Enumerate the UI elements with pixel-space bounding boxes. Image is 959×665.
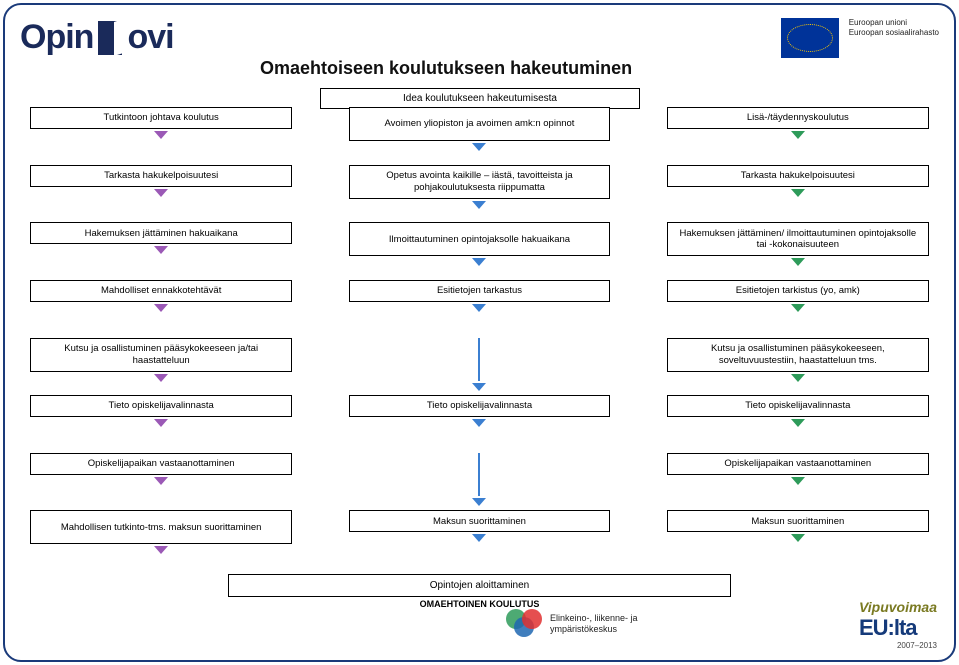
flow-box: Hakemuksen jättäminen/ ilmoittautuminen …	[667, 222, 929, 256]
eu-text: Euroopan unioni Euroopan sosiaalirahasto	[849, 18, 939, 38]
flow-final-box: Opintojen aloittaminen	[228, 574, 731, 597]
eu-logo-block: Euroopan unioni Euroopan sosiaalirahasto	[781, 18, 939, 58]
flow-box: Tieto opiskelijavalinnasta	[30, 395, 292, 417]
flow-cell	[340, 453, 618, 507]
ely-line2: ympäristökeskus	[550, 624, 638, 635]
arrow-down-icon	[154, 131, 168, 139]
arrow-down-icon	[791, 258, 805, 266]
vipu-line2: EU:lta	[859, 615, 937, 641]
vipuvoimaa-logo: Vipuvoimaa EU:lta 2007–2013	[859, 599, 937, 650]
arrow-down-icon	[154, 304, 168, 312]
flow-box: Tieto opiskelijavalinnasta	[349, 395, 611, 417]
arrow-down-icon	[154, 477, 168, 485]
logo-text-1: Opin	[20, 18, 93, 57]
flow-cell: Tieto opiskelijavalinnasta	[340, 395, 618, 449]
flow-box: Opetus avointa kaikille – iästä, tavoitt…	[349, 165, 611, 199]
arrow-down-icon	[154, 419, 168, 427]
arrow-down-icon	[791, 131, 805, 139]
flow-cell: Tutkintoon johtava koulutus	[22, 107, 300, 161]
flow-cell: Tieto opiskelijavalinnasta	[22, 395, 300, 449]
vipu-line3: 2007–2013	[859, 641, 937, 650]
eu-flag-icon	[781, 18, 839, 58]
arrow-tail	[478, 338, 480, 382]
ely-line1: Elinkeino-, liikenne- ja	[550, 613, 638, 624]
arrow-down-icon	[472, 534, 486, 542]
flow-box: Opiskelijapaikan vastaanottaminen	[667, 453, 929, 475]
eu-line2: Euroopan sosiaalirahasto	[849, 28, 939, 38]
flow-cell: Kutsu ja osallistuminen pääsykokeeseen j…	[22, 338, 300, 392]
flow-box: Avoimen yliopiston ja avoimen amk:n opin…	[349, 107, 611, 141]
ely-logo: Elinkeino-, liikenne- ja ympäristökeskus	[506, 609, 638, 639]
logo-text-2: ovi	[127, 18, 173, 57]
arrow-down-icon	[154, 374, 168, 382]
subtitle-box: Idea koulutukseen hakeutumisesta	[320, 88, 640, 109]
arrow-down-icon	[791, 419, 805, 427]
arrow-down-icon	[791, 304, 805, 312]
flow-box: Tieto opiskelijavalinnasta	[667, 395, 929, 417]
flow-box: Kutsu ja osallistuminen pääsykokeeseen, …	[667, 338, 929, 372]
flowchart: Tutkintoon johtava koulutus Avoimen yliop…	[22, 107, 937, 597]
flow-cell: Hakemuksen jättäminen/ ilmoittautuminen …	[659, 222, 937, 276]
flow-cell	[340, 338, 618, 392]
arrow-down-icon	[472, 201, 486, 209]
arrow-down-icon	[791, 189, 805, 197]
arrow-down-icon	[791, 374, 805, 382]
arrow-down-icon	[472, 498, 486, 506]
flow-box: Ilmoittautuminen opintojaksolle hakuaika…	[349, 222, 611, 256]
arrow-down-icon	[472, 383, 486, 391]
arrow-down-icon	[472, 304, 486, 312]
eu-line1: Euroopan unioni	[849, 18, 939, 28]
flow-cell: Avoimen yliopiston ja avoimen amk:n opin…	[340, 107, 618, 161]
opinovi-logo: Opin ovi	[20, 18, 174, 57]
arrow-down-icon	[791, 534, 805, 542]
arrow-down-icon	[154, 189, 168, 197]
flow-cell: Esitietojen tarkistus (yo, amk)	[659, 280, 937, 334]
flow-box: Maksun suorittaminen	[667, 510, 929, 532]
flow-cell: Opiskelijapaikan vastaanottaminen	[659, 453, 937, 507]
flow-cell: Hakemuksen jättäminen hakuaikana	[22, 222, 300, 276]
arrow-tail	[478, 453, 480, 497]
flow-box: Mahdollisen tutkinto-tms. maksun suoritt…	[30, 510, 292, 544]
ely-blob-icon	[506, 609, 542, 639]
arrow-down-icon	[154, 246, 168, 254]
flow-box: Hakemuksen jättäminen hakuaikana	[30, 222, 292, 244]
flow-cell: Kutsu ja osallistuminen pääsykokeeseen, …	[659, 338, 937, 392]
flow-cell: Tarkasta hakukelpoisuutesi	[22, 165, 300, 219]
flow-cell: Mahdolliset ennakkotehtävät	[22, 280, 300, 334]
flow-box: Tarkasta hakukelpoisuutesi	[667, 165, 929, 187]
flow-cell: Tarkasta hakukelpoisuutesi	[659, 165, 937, 219]
arrow-down-icon	[472, 258, 486, 266]
flow-cell: Opiskelijapaikan vastaanottaminen	[22, 453, 300, 507]
flow-box: Esitietojen tarkistus (yo, amk)	[667, 280, 929, 302]
page-title: Omaehtoiseen koulutukseen hakeutuminen	[260, 58, 632, 79]
arrow-down-icon	[472, 143, 486, 151]
arrow-down-icon	[472, 419, 486, 427]
ely-text: Elinkeino-, liikenne- ja ympäristökeskus	[550, 613, 638, 635]
flow-box: Lisä-/täydennyskoulutus	[667, 107, 929, 129]
arrow-down-icon	[154, 546, 168, 554]
flow-cell: Opetus avointa kaikille – iästä, tavoitt…	[340, 165, 618, 219]
flow-cell: Maksun suorittaminen	[659, 510, 937, 564]
flow-box: Kutsu ja osallistuminen pääsykokeeseen j…	[30, 338, 292, 372]
flow-cell: Ilmoittautuminen opintojaksolle hakuaika…	[340, 222, 618, 276]
flow-cell: Esitietojen tarkastus	[340, 280, 618, 334]
flow-box: Tarkasta hakukelpoisuutesi	[30, 165, 292, 187]
door-icon	[98, 21, 122, 55]
flow-box: Mahdolliset ennakkotehtävät	[30, 280, 292, 302]
flow-box: Maksun suorittaminen	[349, 510, 611, 532]
flow-cell: Mahdollisen tutkinto-tms. maksun suoritt…	[22, 510, 300, 564]
flow-cell: Maksun suorittaminen	[340, 510, 618, 564]
flow-box: Esitietojen tarkastus	[349, 280, 611, 302]
footer: OMAEHTOINEN KOULUTUS Elinkeino-, liikenn…	[0, 597, 959, 655]
vipu-line1: Vipuvoimaa	[859, 599, 937, 615]
flow-cell: Lisä-/täydennyskoulutus	[659, 107, 937, 161]
footer-caption: OMAEHTOINEN KOULUTUS	[420, 599, 540, 609]
arrow-down-icon	[791, 477, 805, 485]
flow-box: Opiskelijapaikan vastaanottaminen	[30, 453, 292, 475]
flow-cell: Tieto opiskelijavalinnasta	[659, 395, 937, 449]
flow-box: Tutkintoon johtava koulutus	[30, 107, 292, 129]
